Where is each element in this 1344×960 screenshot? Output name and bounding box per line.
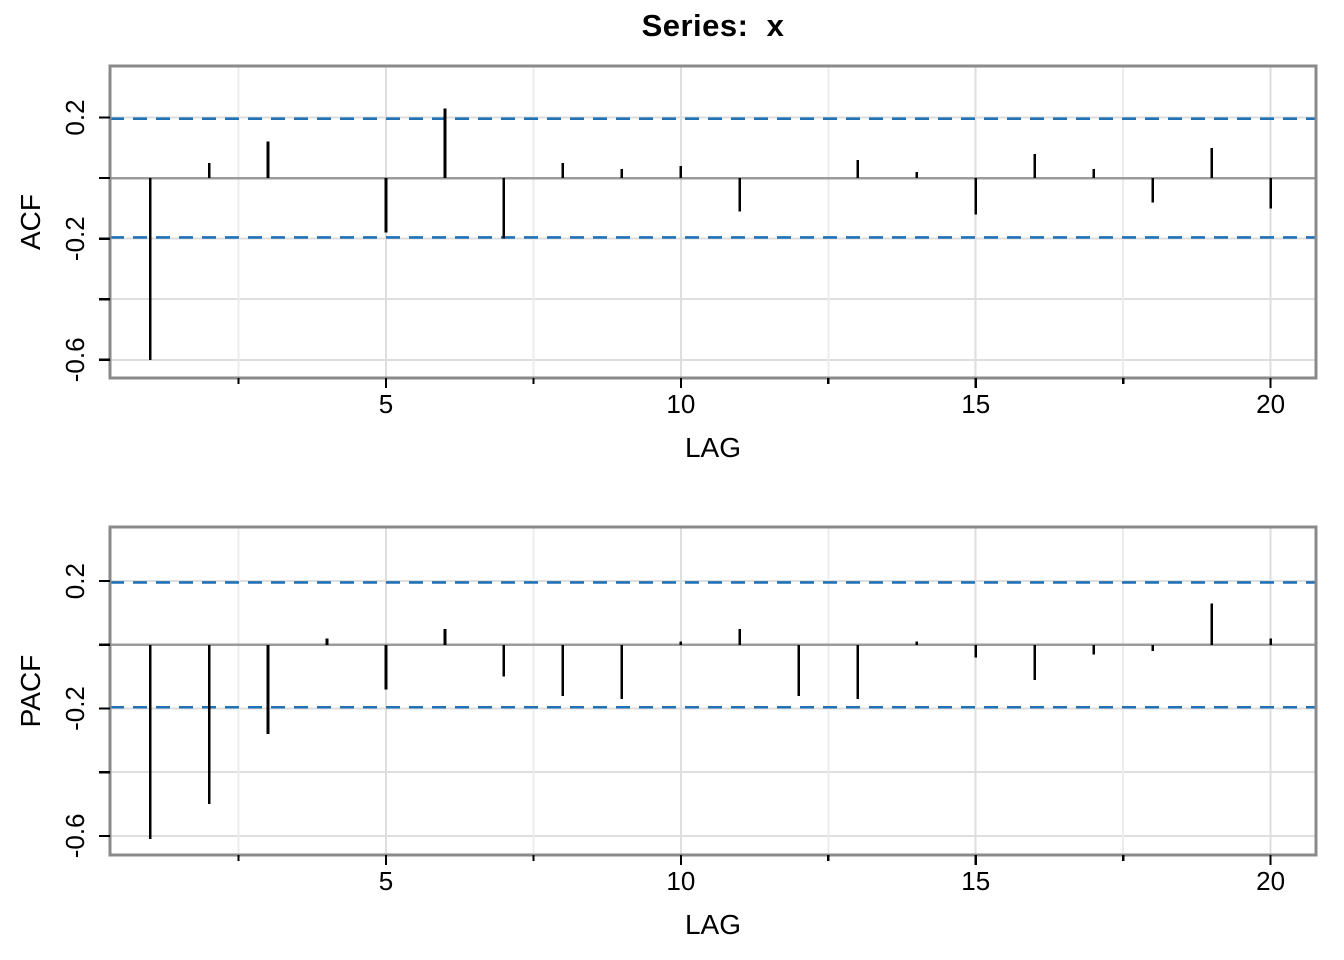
pacf-panel-border xyxy=(108,525,1318,857)
acf-x-tick-label: 5 xyxy=(379,389,393,419)
pacf-y-tick-label: -0.2 xyxy=(60,686,90,731)
acf-y-tick-label: -0.6 xyxy=(60,337,90,382)
acf-y-tick-label: -0.2 xyxy=(60,216,90,261)
acf-panel: 0.2 -0.2 -0.6 5 10 15 20 xyxy=(60,64,1318,419)
acf-x-axis-title: LAG xyxy=(684,432,742,463)
pacf-x-tick-label: 15 xyxy=(961,866,990,896)
pacf-x-tick-label: 10 xyxy=(666,866,695,896)
pacf-x-axis-title: LAG xyxy=(684,909,742,940)
acf-x-tick-label: 10 xyxy=(666,389,695,419)
acf-x-tick-label: 20 xyxy=(1256,389,1285,419)
pacf-x-tick-label: 5 xyxy=(379,866,393,896)
acf-panel-border xyxy=(108,64,1318,380)
pacf-y-tick-label: 0.2 xyxy=(60,563,90,599)
acf-y-tick-label: 0.2 xyxy=(60,99,90,135)
pacf-x-tick-label: 20 xyxy=(1256,866,1285,896)
pacf-y-tick-label: -0.6 xyxy=(60,813,90,858)
pacf-panel: 0.2 -0.2 -0.6 5 10 15 20 xyxy=(60,525,1318,896)
acf-x-tick-label: 15 xyxy=(961,389,990,419)
plot-title: Series: x xyxy=(641,8,785,43)
